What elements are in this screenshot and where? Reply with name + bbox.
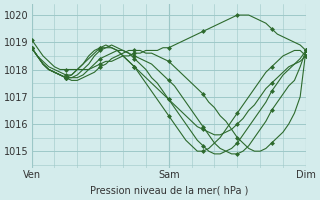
- X-axis label: Pression niveau de la mer( hPa ): Pression niveau de la mer( hPa ): [90, 186, 248, 196]
